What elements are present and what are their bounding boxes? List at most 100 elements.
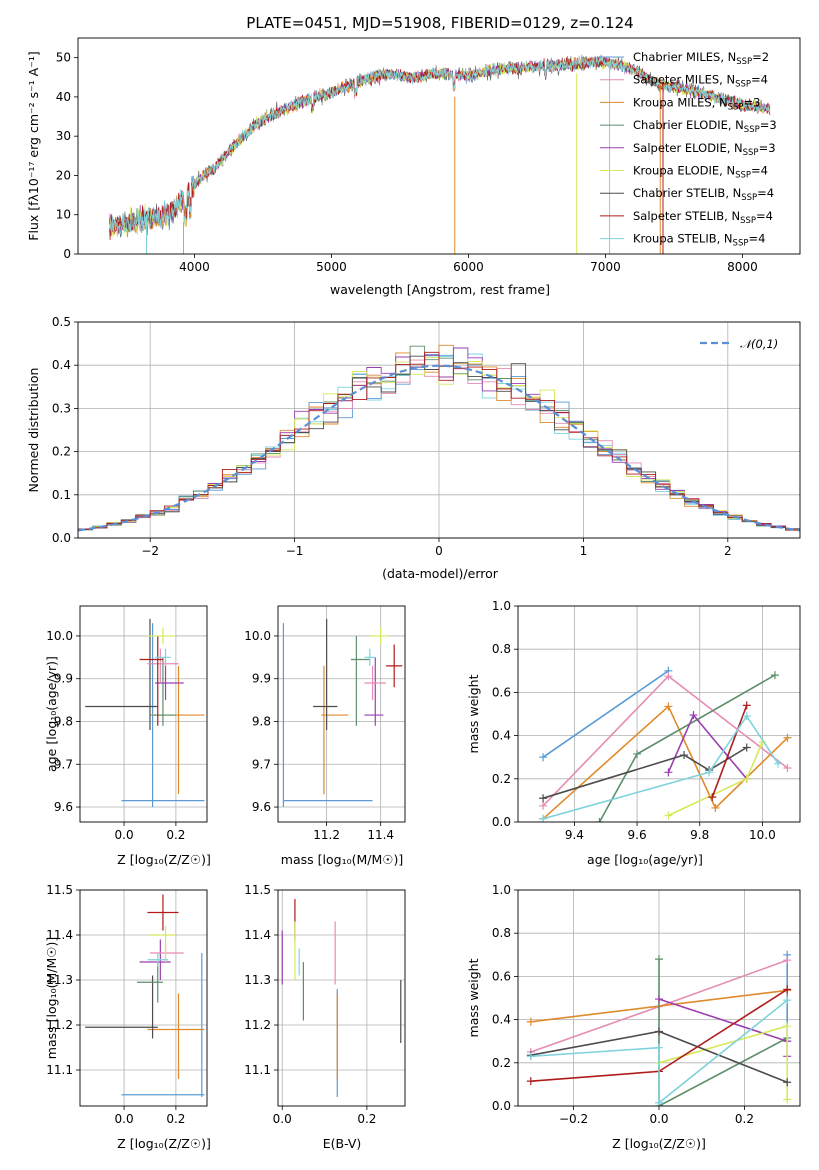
mw-age-ytick-label: 1.0	[492, 599, 511, 613]
mw-z-ytick-label: 0.6	[492, 969, 511, 983]
age-mass-ytick-label: 9.8	[252, 714, 271, 728]
age-z-ytick-label: 10.0	[46, 629, 73, 643]
mass-z-xtick-label: 0.0	[115, 1112, 134, 1126]
spectrum-xtick-label: 6000	[453, 260, 484, 274]
mw-age-marker	[708, 793, 717, 802]
spectrum-title: PLATE=0451, MJD=51908, FIBERID=0129, z=0…	[246, 14, 633, 32]
spectrum-ytick-label: 40	[56, 90, 71, 104]
mw-age-ytick-label: 0.6	[492, 685, 511, 699]
mw-age-xtick-label: 10.0	[749, 828, 776, 842]
mass-ebv-xlabel: E(B-V)	[323, 1136, 362, 1151]
mw-z-marker	[655, 995, 663, 1004]
age-mass-xtick-label: 11.4	[367, 828, 394, 842]
massweight-vs-metallicity-plot: −0.2 0.0 0.2 0.0 0.2 0.4 0.6 0.8 1.0	[492, 883, 801, 1126]
age-mass-frame	[277, 605, 406, 823]
mw-z-xtick-label: 0.0	[649, 1112, 668, 1126]
mw-age-marker	[664, 768, 673, 777]
spectrum-xtick-label: 7000	[590, 260, 621, 274]
mw-z-marker	[783, 1078, 792, 1087]
mw-age-marker	[742, 743, 751, 752]
mw-z-marker	[783, 1022, 792, 1031]
mw-z-marker	[526, 1017, 535, 1026]
spectrum-frame	[77, 37, 801, 255]
age-mass-xtick-label: 11.2	[313, 828, 340, 842]
mw-age-ytick-label: 0.2	[492, 772, 511, 786]
residual-xtick-label: −1	[286, 544, 304, 558]
mw-z-marker	[655, 1027, 663, 1036]
mass-z-xtick-label: 0.2	[166, 1112, 185, 1126]
mw-z-frame	[517, 889, 801, 1107]
residual-xlabel: (data-model)/error	[382, 566, 499, 581]
mw-age-ytick-label: 0.4	[492, 729, 511, 743]
mw-z-series-8	[530, 999, 788, 1105]
mass-ebv-xtick-label: 0.2	[357, 1112, 376, 1126]
legend-entry-0: Chabrier MILES, NSSP=2	[633, 50, 769, 67]
mass-vs-ebv-plot: 0.0 0.2 11.1 11.2 11.3 11.4 11.5	[244, 883, 406, 1126]
mw-age-marker	[774, 759, 783, 768]
mw-z-marker	[526, 1052, 535, 1061]
spectrum-xlabel: wavelength [Angstrom, rest frame]	[330, 282, 550, 297]
mw-age-ytick-label: 0.8	[492, 642, 511, 656]
age-mass-ytick-label: 9.6	[252, 800, 271, 814]
legend-entry-7: Salpeter STELIB, NSSP=4	[633, 209, 773, 226]
mw-age-series-2	[542, 705, 789, 820]
residual-ytick-label: 0.1	[52, 488, 71, 502]
mass-ebv-frame	[277, 889, 406, 1107]
mass-z-frame	[79, 889, 208, 1107]
mw-age-xtick-label: 9.6	[628, 828, 647, 842]
mw-z-marker	[526, 1077, 535, 1086]
mw-z-xtick-label: 0.2	[735, 1112, 754, 1126]
mw-z-marker	[655, 1098, 663, 1106]
mw-age-marker	[711, 803, 720, 812]
legend-entry-8: Kroupa STELIB, NSSP=4	[633, 232, 765, 249]
age-z-xtick-label: 0.0	[115, 828, 134, 842]
age-z-ytick-label: 9.9	[54, 672, 73, 686]
spectrum-ytick-label: 20	[56, 168, 71, 182]
residual-ylabel: Normed distribution	[26, 368, 41, 493]
mw-age-marker	[633, 749, 642, 758]
residual-ytick-label: 0.3	[52, 401, 71, 415]
mass-ebv-xtick-label: 0.0	[273, 1112, 292, 1126]
mass-z-ytick-label: 11.3	[46, 973, 73, 987]
residual-histogram-steps	[77, 344, 801, 532]
mass-z-xlabel: Z [log₁₀(Z/Z☉)]	[117, 1136, 211, 1151]
mw-age-series-6	[542, 746, 748, 799]
mw-z-marker	[783, 1095, 792, 1104]
age-z-ytick-label: 9.7	[54, 757, 73, 771]
mw-age-marker	[742, 701, 751, 710]
legend-entry-5: Kroupa ELODIE, NSSP=4	[633, 164, 768, 181]
residual-xtick-label: −2	[141, 544, 159, 558]
residual-ytick-label: 0.4	[52, 358, 71, 372]
age-z-ytick-label: 9.8	[54, 714, 73, 728]
mass-z-ytick-label: 11.5	[46, 883, 73, 897]
mw-age-marker	[539, 801, 548, 810]
spectrum-xtick-label: 4000	[179, 260, 210, 274]
mw-age-marker	[742, 712, 751, 721]
mw-age-marker	[783, 733, 792, 742]
age-z-ylabel: age [log₁₀(age/yr)]	[44, 656, 59, 772]
age-mass-ytick-label: 9.7	[252, 757, 271, 771]
mass-z-ytick-label: 11.4	[46, 928, 73, 942]
mw-age-marker	[664, 702, 673, 711]
mw-z-marker	[655, 1043, 663, 1052]
mass-ebv-ytick-label: 11.2	[244, 1018, 271, 1032]
mw-z-ytick-label: 0.2	[492, 1056, 511, 1070]
mass-z-ytick-label: 11.1	[46, 1063, 73, 1077]
residual-xtick-label: 0	[435, 544, 443, 558]
residual-ytick-label: 0.0	[52, 531, 71, 545]
mw-age-marker	[539, 794, 548, 803]
mass-ebv-ytick-label: 11.4	[244, 928, 271, 942]
mw-z-ytick-label: 0.8	[492, 926, 511, 940]
residual-ytick-label: 0.2	[52, 445, 71, 459]
mw-z-xlabel: Z [log₁₀(Z/Z☉)]	[612, 1136, 706, 1151]
residual-frame	[77, 321, 801, 539]
residual-xtick-label: 1	[580, 544, 588, 558]
mass-z-ylabel: mass [log₁₀(M/M☉)]	[44, 937, 59, 1059]
spectrum-ytick-label: 30	[56, 129, 71, 143]
mw-age-xtick-label: 9.8	[690, 828, 709, 842]
residual-legend: 𝒩(0,1)	[700, 337, 778, 351]
spectrum-ytick-label: 50	[56, 51, 71, 65]
mw-age-xlabel: age [log₁₀(age/yr)]	[587, 852, 703, 867]
mw-age-ytick-label: 0.0	[492, 815, 511, 829]
mw-z-ytick-label: 1.0	[492, 883, 511, 897]
